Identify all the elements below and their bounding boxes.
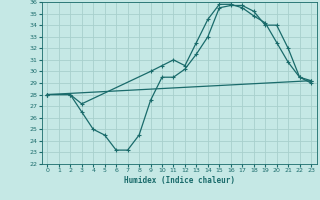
- X-axis label: Humidex (Indice chaleur): Humidex (Indice chaleur): [124, 176, 235, 185]
